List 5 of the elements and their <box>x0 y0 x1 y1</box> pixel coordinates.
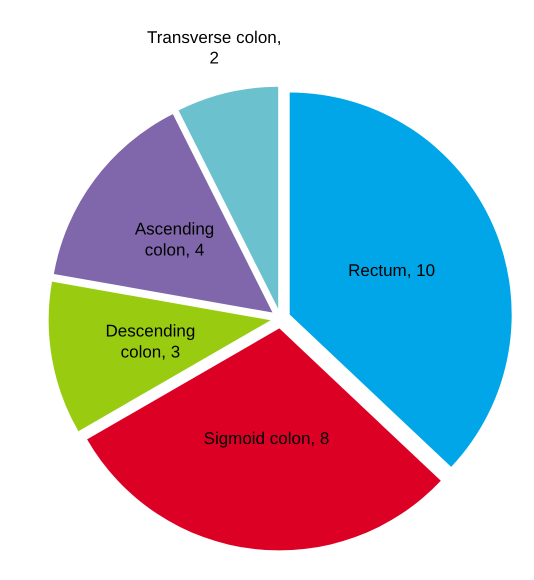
slice-label: Sigmoid colon, 8 <box>204 429 330 448</box>
slice-label: Descending colon, 3 <box>106 321 196 362</box>
slice-label: Rectum, 10 <box>348 261 436 280</box>
slice-label: Ascending colon, 4 <box>134 220 214 260</box>
slice-label: Transverse colon, 2 <box>146 28 282 68</box>
